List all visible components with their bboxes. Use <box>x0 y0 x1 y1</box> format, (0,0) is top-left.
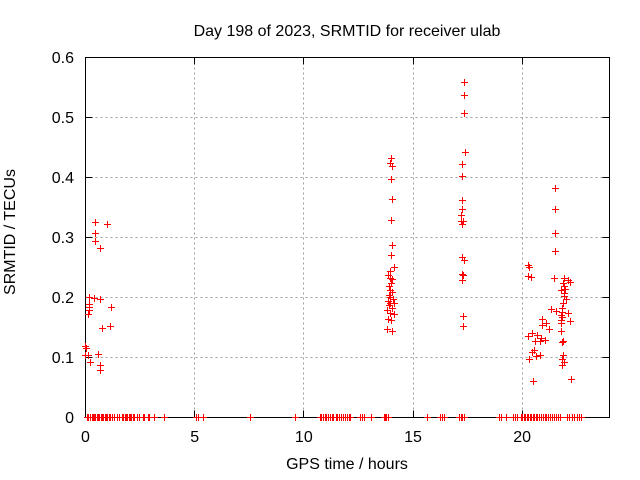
x-tick-label: 20 <box>513 429 531 446</box>
y-tick-label: 0.3 <box>52 230 74 247</box>
x-tick-label: 5 <box>190 429 199 446</box>
x-axis-label: GPS time / hours <box>286 456 408 473</box>
x-tick-label: 0 <box>81 429 90 446</box>
y-axis-label: SRMTID / TECUs <box>2 169 19 295</box>
y-tick-label: 0.6 <box>52 50 74 67</box>
y-tick-label: 0 <box>65 410 74 427</box>
y-tick-label: 0.5 <box>52 110 74 127</box>
y-tick-label: 0.2 <box>52 290 74 307</box>
tick-labels: 0 5 10 15 20 0 0.1 0.2 0.3 0.4 0.5 0.6 <box>52 50 531 446</box>
y-tick-label: 0.1 <box>52 350 74 367</box>
data-points <box>82 79 585 421</box>
chart-title: Day 198 of 2023, SRMTID for receiver ula… <box>194 23 501 40</box>
x-tick-label: 15 <box>404 429 422 446</box>
data-points-path <box>82 79 585 421</box>
grid-lines <box>85 57 610 418</box>
y-tick-label: 0.4 <box>52 170 74 187</box>
x-tick-label: 10 <box>295 429 313 446</box>
